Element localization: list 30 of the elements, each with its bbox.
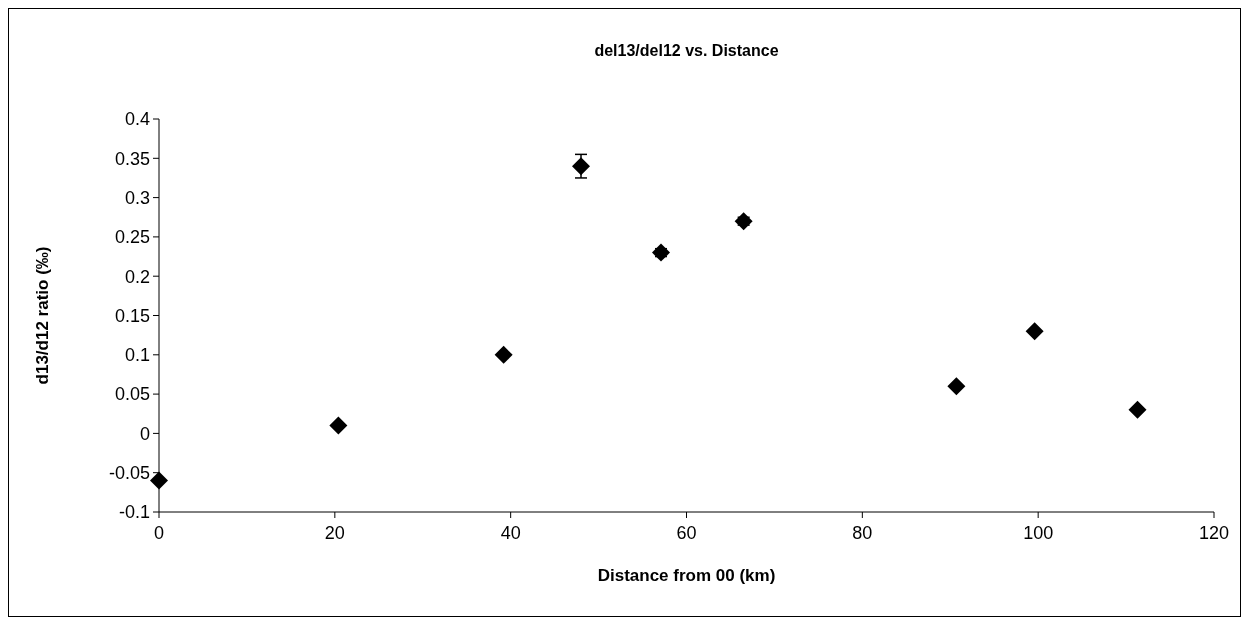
y-tick-label: 0.15	[114, 305, 150, 326]
y-tick-label: 0.25	[114, 227, 150, 248]
y-tick-label: -0.1	[118, 502, 150, 523]
point	[329, 416, 348, 435]
x-tick-label: 80	[852, 523, 873, 543]
point	[1025, 322, 1044, 341]
point	[150, 471, 168, 490]
y-tick-label: 0.3	[124, 187, 150, 208]
y-tick-label: 0.35	[114, 148, 150, 169]
x-tick-label: 40	[500, 523, 521, 543]
y-axis-title: d13/d12 ratio (‰)	[33, 246, 52, 385]
x-tick-label: 100	[1023, 523, 1054, 543]
x-tick-label: 0	[153, 523, 165, 543]
y-tick-label: 0	[139, 423, 150, 444]
y-tick-label: 0.05	[114, 384, 150, 405]
point	[572, 157, 590, 176]
x-tick-label: 60	[676, 523, 697, 543]
y-tick-label: 0.1	[124, 345, 150, 366]
y-tick-label: 0.4	[124, 109, 150, 130]
point	[652, 243, 670, 262]
x-tick-label: 120	[1198, 523, 1230, 543]
point	[734, 212, 753, 231]
point	[947, 377, 966, 396]
y-tick-label: 0.2	[124, 266, 150, 287]
point	[494, 345, 513, 364]
chart-title: del13/del12 vs. Distance	[594, 42, 779, 59]
y-tick-label: -0.05	[108, 463, 150, 483]
x-axis-title: Distance from 00 (km)	[597, 566, 776, 585]
point	[1128, 400, 1147, 419]
x-tick-label: 20	[324, 523, 345, 543]
